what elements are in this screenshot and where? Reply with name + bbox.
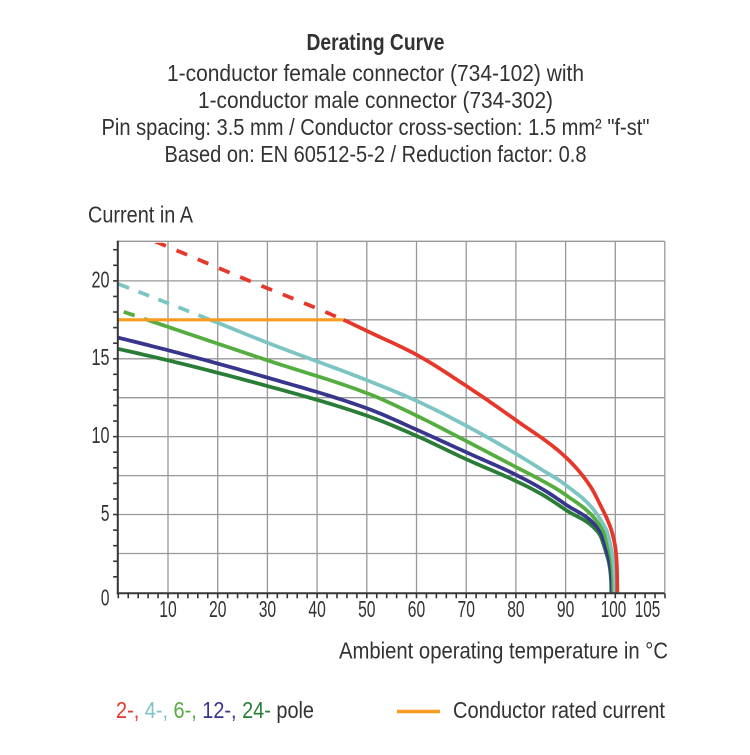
svg-text:50: 50 <box>358 596 375 622</box>
svg-text:0: 0 <box>101 585 110 611</box>
svg-text:20: 20 <box>92 266 110 292</box>
svg-text:105: 105 <box>635 596 660 622</box>
svg-text:2-, 4-, 6-, 12-, 24- pole: 2-, 4-, 6-, 12-, 24- pole <box>116 697 314 723</box>
svg-text:100: 100 <box>601 596 626 622</box>
svg-text:80: 80 <box>507 596 524 622</box>
svg-text:40: 40 <box>308 596 325 622</box>
svg-text:90: 90 <box>557 596 574 622</box>
svg-text:5: 5 <box>101 500 110 526</box>
svg-text:20: 20 <box>209 596 226 622</box>
svg-text:10: 10 <box>159 596 176 622</box>
svg-text:Current in A: Current in A <box>88 202 194 228</box>
svg-text:Derating Curve: Derating Curve <box>307 29 445 55</box>
svg-text:60: 60 <box>408 596 425 622</box>
svg-text:1-conductor male connector (73: 1-conductor male connector (734-302) <box>198 87 553 113</box>
svg-text:1-conductor female connector (: 1-conductor female connector (734-102) w… <box>167 60 584 86</box>
svg-text:Conductor rated current: Conductor rated current <box>453 697 666 723</box>
svg-text:15: 15 <box>92 344 110 370</box>
svg-text:Ambient operating temperature: Ambient operating temperature in °C <box>339 638 668 664</box>
svg-text:30: 30 <box>259 596 276 622</box>
svg-text:Based on: EN 60512-5-2 / Reduc: Based on: EN 60512-5-2 / Reduction facto… <box>165 141 587 167</box>
svg-text:Pin spacing: 3.5 mm / Conducto: Pin spacing: 3.5 mm / Conductor cross-se… <box>102 114 650 140</box>
svg-text:10: 10 <box>92 422 110 448</box>
svg-text:70: 70 <box>458 596 475 622</box>
